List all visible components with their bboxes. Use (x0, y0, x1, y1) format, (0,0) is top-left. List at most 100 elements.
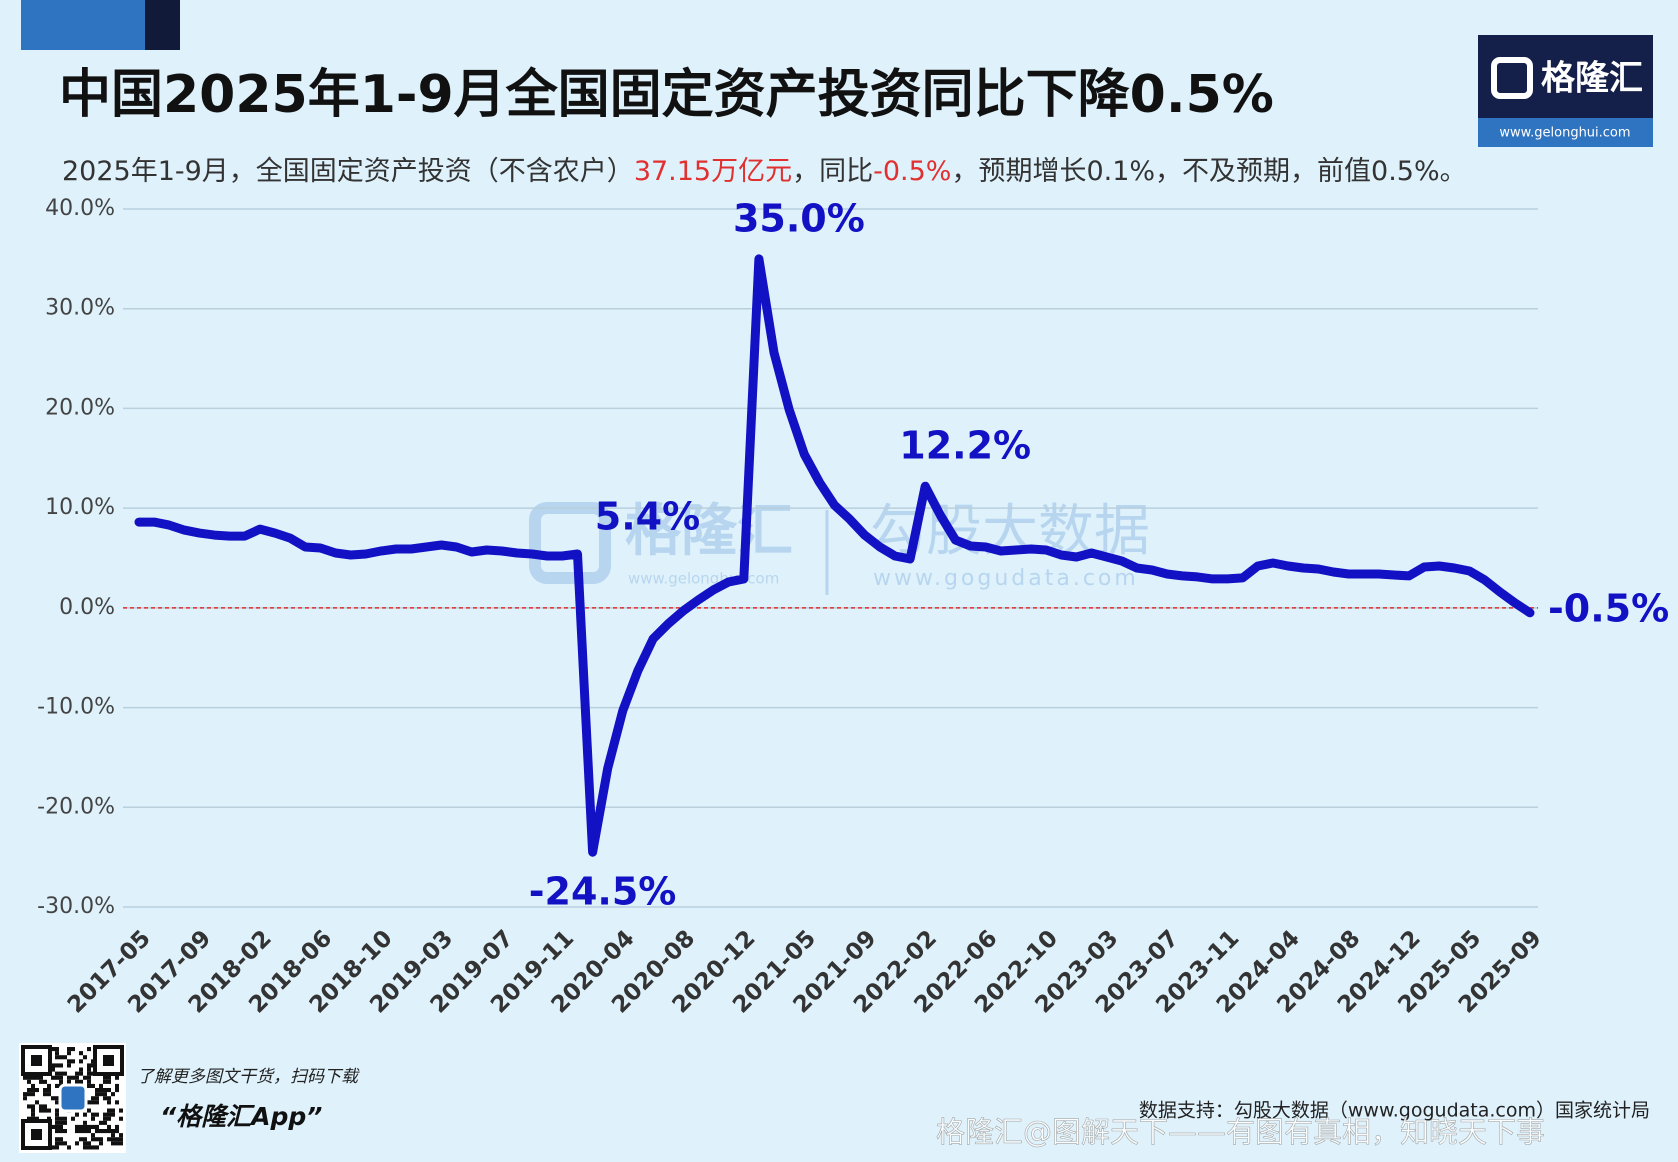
qr-cell (79, 1137, 83, 1142)
qr-cell (103, 1116, 107, 1121)
qr-cell (67, 1079, 71, 1084)
qr-cell (107, 1124, 111, 1129)
qr-cell (27, 1104, 31, 1109)
watermark-data-url: www.gogudata.com (873, 566, 1139, 591)
qr-cell (87, 1067, 91, 1072)
qr-cell (95, 1124, 99, 1129)
qr-cell (103, 1120, 107, 1125)
qr-cell (107, 1112, 111, 1117)
qr-cell (71, 1047, 75, 1052)
qr-finder (31, 1129, 42, 1140)
qr-cell (63, 1071, 67, 1076)
qr-cell (79, 1071, 83, 1076)
subtitle-part: 2025年1-9月，全国固定资产投资（不含农户） (62, 156, 634, 187)
qr-cell (55, 1124, 59, 1129)
qr-cell (55, 1100, 59, 1105)
qr-cell (115, 1075, 119, 1080)
qr-cell (95, 1112, 99, 1117)
qr-cell (51, 1096, 55, 1101)
qr-cell (31, 1108, 35, 1113)
qr-cell (27, 1088, 31, 1093)
qr-cell (51, 1124, 55, 1129)
qr-cell (79, 1124, 83, 1129)
y-tick-label: -20.0% (37, 794, 115, 819)
qr-cell (47, 1088, 51, 1093)
qr-cell (59, 1071, 63, 1076)
qr-cell (87, 1108, 91, 1113)
qr-cell (75, 1129, 79, 1134)
qr-cell (91, 1124, 95, 1129)
qr-cell (115, 1129, 119, 1134)
qr-cell (95, 1100, 99, 1105)
qr-cell (91, 1112, 95, 1117)
qr-cell (119, 1108, 123, 1113)
y-tick-label: 0.0% (59, 595, 115, 620)
data-label: 5.4% (595, 495, 700, 539)
qr-cell (35, 1075, 39, 1080)
qr-cell (55, 1141, 59, 1146)
qr-cell (95, 1137, 99, 1142)
qr-cell (83, 1145, 87, 1150)
qr-cell (55, 1083, 59, 1088)
qr-cell (111, 1141, 115, 1146)
qr-cell (87, 1083, 91, 1088)
logo: 格隆汇 www.gelonghui.com (1478, 35, 1653, 147)
qr-cell (55, 1063, 59, 1068)
qr-cell (83, 1129, 87, 1134)
y-tick-label: 40.0% (45, 196, 115, 221)
qr-code (19, 1043, 126, 1153)
qr-cell (111, 1137, 115, 1142)
qr-cell (111, 1092, 115, 1097)
qr-cell (27, 1075, 31, 1080)
qr-cell (71, 1059, 75, 1064)
qr-cell (91, 1145, 95, 1150)
qr-cell (115, 1100, 119, 1105)
qr-cell (91, 1096, 95, 1101)
qr-cell (51, 1145, 55, 1150)
qr-cell (107, 1096, 111, 1101)
y-tick-label: -10.0% (37, 695, 115, 720)
data-label: -0.5% (1548, 586, 1669, 630)
qr-cell (47, 1083, 51, 1088)
line (134, 254, 1535, 857)
qr-cell (103, 1112, 107, 1117)
y-tick-label: 10.0% (45, 495, 115, 520)
qr-cell (103, 1088, 107, 1093)
qr-cell (51, 1075, 55, 1080)
logo-url: www.gelonghui.com (1499, 126, 1630, 141)
qr-logo (58, 1083, 88, 1113)
qr-cell (63, 1141, 67, 1146)
qr-cell (27, 1092, 31, 1097)
qr-cell (95, 1129, 99, 1134)
qr-cell (27, 1116, 31, 1121)
qr-cell (115, 1083, 119, 1088)
qr-cell (115, 1137, 119, 1142)
qr-cell (79, 1051, 83, 1056)
y-tick-label: -30.0% (37, 894, 115, 919)
qr-cell (23, 1075, 27, 1080)
qr-cell (103, 1092, 107, 1097)
subtitle-highlight: 37.15万亿元 (634, 156, 792, 187)
qr-cell (55, 1047, 59, 1052)
qr-cell (31, 1112, 35, 1117)
qr-cell (111, 1112, 115, 1117)
qr-cell (111, 1133, 115, 1138)
data-label: 35.0% (733, 196, 865, 240)
qr-cell (87, 1100, 91, 1105)
qr-cell (83, 1120, 87, 1125)
qr-cell (75, 1079, 79, 1084)
qr-cell (87, 1075, 91, 1080)
qr-cell (83, 1075, 87, 1080)
qr-cell (75, 1075, 79, 1080)
qr-cell (99, 1137, 103, 1142)
qr-cell (55, 1051, 59, 1056)
qr-cell (115, 1124, 119, 1129)
credit-watermark: 格隆汇@图解天下——有图有真相，知晓天下事 (936, 1115, 1545, 1149)
qr-cell (95, 1092, 99, 1097)
qr-cell (99, 1092, 103, 1097)
qr-cell (107, 1137, 111, 1142)
qr-cell (99, 1120, 103, 1125)
subtitle-part: ，同比 (792, 156, 873, 187)
qr-cell (99, 1129, 103, 1134)
qr-cell (59, 1063, 63, 1068)
